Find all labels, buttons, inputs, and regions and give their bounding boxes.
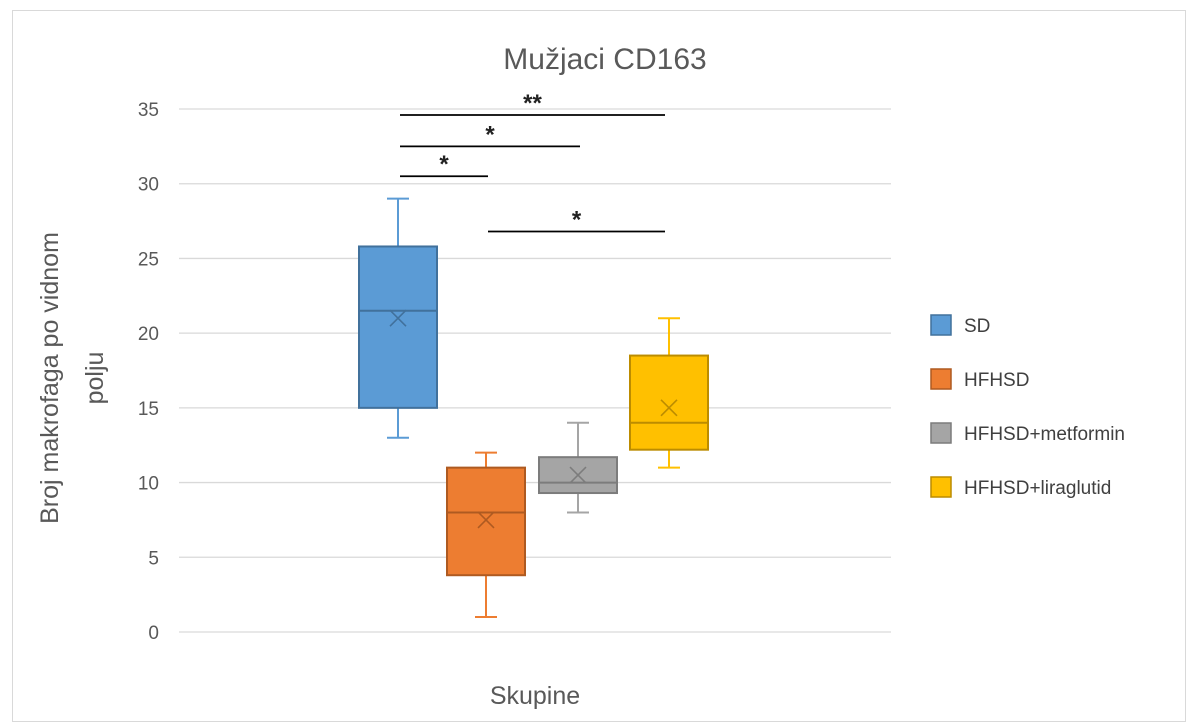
chart-title: Mužjaci CD163 xyxy=(503,43,706,76)
y-axis-title-line2: polju xyxy=(81,352,109,405)
legend-swatch xyxy=(930,476,952,498)
legend-swatch xyxy=(930,314,952,336)
legend-label: HFHSD xyxy=(964,370,1029,391)
legend-swatch xyxy=(930,368,952,390)
mean-marker xyxy=(477,511,495,529)
significance-label: * xyxy=(572,207,582,234)
x-axis-title: Skupine xyxy=(490,682,580,710)
y-tick-label: 15 xyxy=(138,399,159,420)
legend-label: HFHSD+metformin xyxy=(964,424,1125,445)
box-plot-chart: Mužjaci CD163 0 5 10 15 20 25 30 35 Broj makrofag… xyxy=(36,43,1125,710)
legend-swatch xyxy=(930,422,952,444)
box-0 xyxy=(358,245,438,409)
mean-marker xyxy=(389,309,407,327)
legend-label: SD xyxy=(964,316,990,337)
legend-label: HFHSD+liraglutid xyxy=(964,478,1111,499)
y-tick-label: 25 xyxy=(138,249,159,270)
y-tick-label: 5 xyxy=(148,548,159,569)
y-axis-title: Broj makrofaga po vidnom xyxy=(36,232,64,524)
y-tick-label: 10 xyxy=(138,474,159,495)
chart-frame: Mužjaci CD163 0 5 10 15 20 25 30 35 Broj makrofag… xyxy=(12,10,1186,722)
y-tick-label: 0 xyxy=(148,623,159,644)
significance-label: * xyxy=(485,121,495,148)
box-1 xyxy=(446,466,526,577)
mean-marker xyxy=(569,466,587,484)
y-tick-label: 20 xyxy=(138,324,159,345)
significance-label: ** xyxy=(523,90,542,117)
significance-label: * xyxy=(439,151,449,178)
y-tick-label: 30 xyxy=(138,175,159,196)
y-tick-label: 35 xyxy=(138,100,159,121)
box-3 xyxy=(629,354,709,451)
mean-marker xyxy=(660,399,678,417)
